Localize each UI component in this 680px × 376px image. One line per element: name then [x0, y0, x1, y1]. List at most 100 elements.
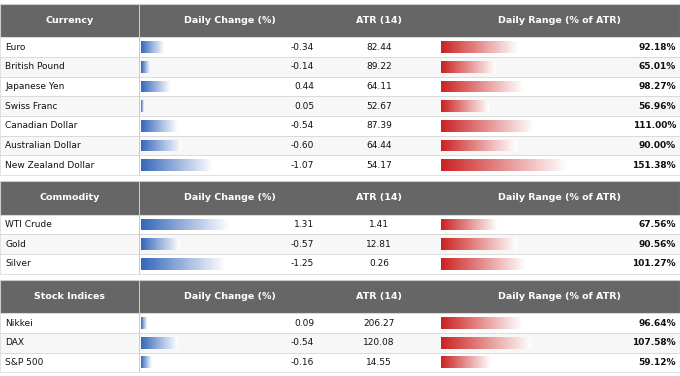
Bar [498, 120, 500, 132]
Text: -0.57: -0.57 [291, 240, 314, 249]
Bar [161, 159, 163, 171]
Bar [477, 100, 478, 112]
Bar [486, 317, 488, 329]
Bar [522, 159, 524, 171]
Bar [463, 337, 464, 349]
Bar [505, 258, 506, 270]
Bar [499, 238, 500, 250]
Bar [480, 100, 481, 112]
Bar [150, 80, 151, 92]
Bar [495, 238, 496, 250]
Bar [511, 337, 512, 349]
Bar [182, 218, 183, 230]
Bar [486, 218, 487, 230]
Bar [500, 120, 501, 132]
Bar [495, 337, 496, 349]
Bar [447, 218, 449, 230]
Bar [179, 159, 180, 171]
Text: 90.00%: 90.00% [639, 141, 676, 150]
Bar [521, 120, 522, 132]
Bar [207, 218, 208, 230]
Bar [488, 159, 489, 171]
Bar [443, 139, 444, 152]
Bar [480, 159, 481, 171]
Bar [442, 238, 443, 250]
Bar [450, 41, 452, 53]
Bar [157, 337, 158, 349]
Bar [505, 159, 506, 171]
Bar [465, 317, 466, 329]
Text: 89.22: 89.22 [367, 62, 392, 71]
Bar [501, 80, 503, 92]
Bar [462, 41, 464, 53]
Bar [465, 238, 466, 250]
Bar [461, 139, 462, 152]
Bar [475, 80, 476, 92]
Bar [485, 218, 486, 230]
Bar [526, 337, 528, 349]
Bar [141, 159, 142, 171]
Bar [149, 238, 150, 250]
Bar [163, 337, 164, 349]
Bar [461, 120, 462, 132]
Bar [458, 218, 460, 230]
Bar [214, 218, 215, 230]
Bar [495, 61, 496, 73]
Bar [146, 238, 147, 250]
Bar [170, 159, 171, 171]
Text: Daily Change (%): Daily Change (%) [184, 292, 275, 301]
Bar [152, 258, 154, 270]
Bar [467, 120, 469, 132]
Bar [470, 120, 471, 132]
Bar [157, 80, 158, 92]
Bar [194, 159, 196, 171]
Bar [454, 61, 455, 73]
Bar [478, 41, 479, 53]
Bar [479, 317, 480, 329]
Bar [458, 120, 459, 132]
Bar [147, 258, 148, 270]
Bar [507, 159, 508, 171]
Bar [452, 258, 454, 270]
Bar [444, 120, 445, 132]
Bar [513, 238, 514, 250]
Bar [173, 258, 175, 270]
Bar [167, 337, 168, 349]
Bar [477, 337, 478, 349]
Bar [490, 258, 492, 270]
Bar [453, 159, 454, 171]
Bar [468, 61, 469, 73]
Bar [192, 258, 194, 270]
Bar [142, 317, 143, 329]
Bar [449, 238, 451, 250]
Bar [480, 120, 481, 132]
Bar [464, 337, 465, 349]
Bar [471, 337, 472, 349]
Bar [470, 159, 471, 171]
Bar [483, 356, 484, 368]
Bar [549, 159, 550, 171]
Bar [152, 41, 154, 53]
Text: 87.39: 87.39 [366, 121, 392, 130]
Bar [503, 317, 504, 329]
Bar [512, 258, 513, 270]
Bar [224, 218, 226, 230]
Bar [480, 80, 481, 92]
Bar [537, 159, 538, 171]
Bar [462, 139, 464, 152]
Bar [442, 238, 443, 250]
Bar [442, 41, 443, 53]
Bar [212, 258, 213, 270]
Bar [150, 238, 151, 250]
Bar [189, 218, 190, 230]
Bar [141, 120, 142, 132]
Bar [533, 120, 534, 132]
Bar [445, 80, 447, 92]
Text: Nikkei: Nikkei [5, 318, 33, 327]
Bar [504, 120, 505, 132]
Bar [476, 317, 477, 329]
Bar [473, 218, 475, 230]
Bar [162, 337, 163, 349]
Bar [194, 258, 196, 270]
Bar [492, 80, 493, 92]
